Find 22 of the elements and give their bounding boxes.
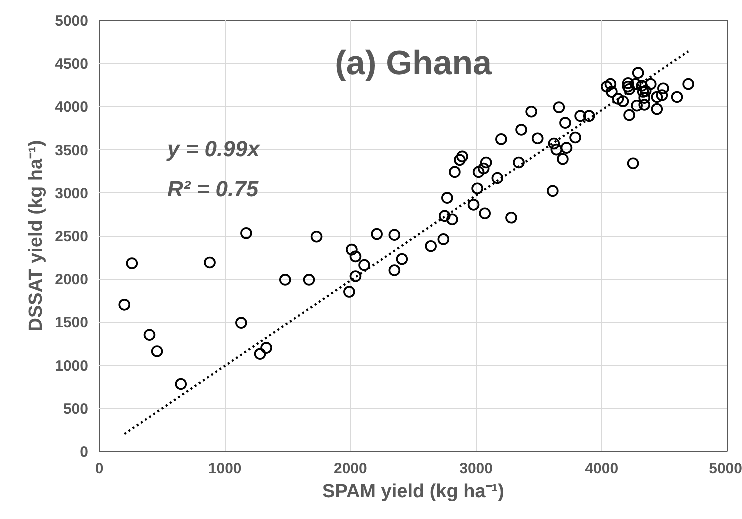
x-tick-label: 4000 <box>585 460 619 478</box>
y-tick-label: 2500 <box>55 228 89 246</box>
x-tick-label: 2000 <box>334 460 368 478</box>
x-tick-label: 5000 <box>709 460 742 478</box>
y-axis-title: DSSAT yield (kg ha⁻¹) <box>26 140 48 332</box>
annotation: R² = 0.75 <box>168 176 260 202</box>
y-tick-label: 5000 <box>55 13 89 30</box>
x-axis-title: SPAM yield (kg ha⁻¹) <box>322 482 504 502</box>
x-tick-label: 0 <box>95 460 104 478</box>
y-tick-label: 1000 <box>55 358 89 375</box>
y-tick-label: 2000 <box>55 272 89 289</box>
y-tick-label: 3000 <box>55 185 89 202</box>
annotation: y = 0.99x <box>166 136 261 162</box>
x-tick-label: 3000 <box>460 460 493 478</box>
y-tick-label: 4000 <box>55 99 89 116</box>
y-tick-label: 1500 <box>55 314 89 332</box>
y-tick-label: 4500 <box>55 56 89 74</box>
y-tick-label: 0 <box>80 444 88 461</box>
y-tick-label: 500 <box>63 400 89 418</box>
x-tick-label: 1000 <box>208 460 242 478</box>
y-tick-label: 3500 <box>55 142 89 160</box>
text: (a) Ghana <box>335 44 493 82</box>
